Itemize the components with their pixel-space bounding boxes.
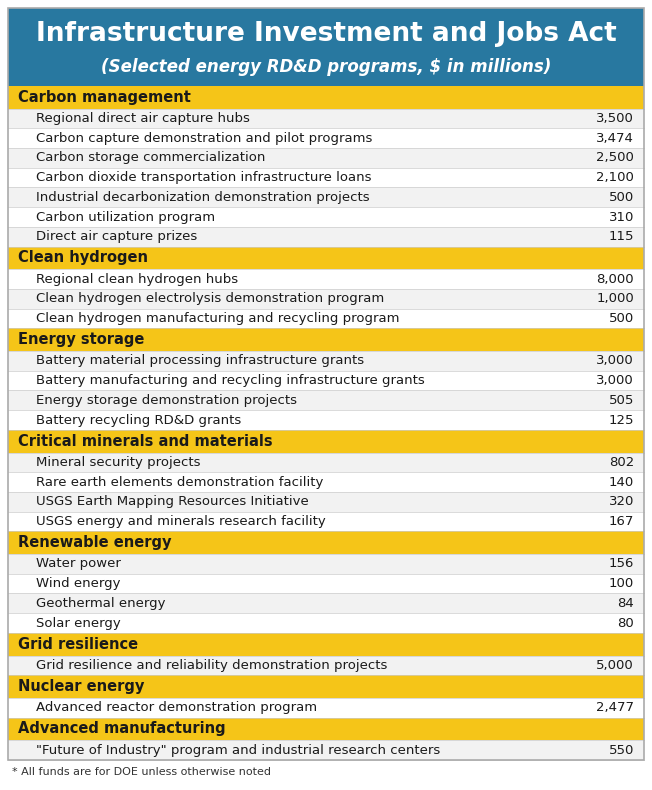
- Text: Critical minerals and materials: Critical minerals and materials: [18, 434, 273, 449]
- Text: 125: 125: [608, 413, 634, 427]
- Text: 156: 156: [608, 558, 634, 570]
- Bar: [8, 309, 644, 329]
- Text: Geothermal energy: Geothermal energy: [36, 596, 166, 610]
- Text: 802: 802: [609, 456, 634, 469]
- Text: 320: 320: [608, 495, 634, 508]
- Text: 140: 140: [609, 476, 634, 489]
- Bar: [8, 329, 644, 351]
- Text: Battery recycling RD&D grants: Battery recycling RD&D grants: [36, 413, 241, 427]
- Text: 3,000: 3,000: [596, 355, 634, 367]
- Text: 2,477: 2,477: [596, 702, 634, 714]
- Text: Grid resilience and reliability demonstration projects: Grid resilience and reliability demonstr…: [36, 659, 387, 672]
- Text: USGS energy and minerals research facility: USGS energy and minerals research facili…: [36, 515, 326, 528]
- Bar: [8, 246, 644, 269]
- Bar: [8, 128, 644, 148]
- Text: 1,000: 1,000: [596, 292, 634, 306]
- Bar: [8, 453, 644, 472]
- Bar: [8, 167, 644, 187]
- Text: Infrastructure Investment and Jobs Act: Infrastructure Investment and Jobs Act: [36, 21, 616, 47]
- Bar: [8, 269, 644, 289]
- Text: 5,000: 5,000: [596, 659, 634, 672]
- Text: Advanced reactor demonstration program: Advanced reactor demonstration program: [36, 702, 317, 714]
- Text: 550: 550: [608, 743, 634, 757]
- Text: 115: 115: [608, 230, 634, 243]
- Bar: [8, 717, 644, 740]
- Bar: [8, 698, 644, 717]
- Text: 2,100: 2,100: [596, 171, 634, 184]
- Text: Carbon dioxide transportation infrastructure loans: Carbon dioxide transportation infrastruc…: [36, 171, 372, 184]
- Bar: [8, 613, 644, 633]
- Bar: [8, 187, 644, 207]
- Bar: [8, 593, 644, 613]
- Text: 167: 167: [608, 515, 634, 528]
- Bar: [8, 430, 644, 453]
- Bar: [8, 532, 644, 554]
- Bar: [8, 390, 644, 410]
- Text: * All funds are for DOE unless otherwise noted: * All funds are for DOE unless otherwise…: [12, 767, 271, 777]
- Bar: [8, 675, 644, 698]
- Text: Carbon utilization program: Carbon utilization program: [36, 211, 215, 224]
- Text: Clean hydrogen: Clean hydrogen: [18, 250, 148, 265]
- Text: Mineral security projects: Mineral security projects: [36, 456, 201, 469]
- Bar: [8, 8, 644, 86]
- Text: Carbon management: Carbon management: [18, 90, 191, 105]
- Text: Clean hydrogen electrolysis demonstration program: Clean hydrogen electrolysis demonstratio…: [36, 292, 384, 306]
- Bar: [8, 227, 644, 246]
- Text: Wind energy: Wind energy: [36, 577, 121, 590]
- Text: Advanced manufacturing: Advanced manufacturing: [18, 721, 226, 736]
- Text: Direct air capture prizes: Direct air capture prizes: [36, 230, 198, 243]
- Text: Water power: Water power: [36, 558, 121, 570]
- Text: Carbon capture demonstration and pilot programs: Carbon capture demonstration and pilot p…: [36, 132, 372, 145]
- Text: Energy storage demonstration projects: Energy storage demonstration projects: [36, 394, 297, 407]
- Bar: [8, 472, 644, 492]
- Text: Regional direct air capture hubs: Regional direct air capture hubs: [36, 112, 250, 125]
- Bar: [8, 351, 644, 371]
- Text: 3,500: 3,500: [596, 112, 634, 125]
- Bar: [8, 574, 644, 593]
- Text: "Future of Industry" program and industrial research centers: "Future of Industry" program and industr…: [36, 743, 440, 757]
- Text: Industrial decarbonization demonstration projects: Industrial decarbonization demonstration…: [36, 191, 370, 204]
- Text: Battery manufacturing and recycling infrastructure grants: Battery manufacturing and recycling infr…: [36, 374, 424, 387]
- Text: Nuclear energy: Nuclear energy: [18, 679, 144, 694]
- Text: 100: 100: [609, 577, 634, 590]
- Text: Clean hydrogen manufacturing and recycling program: Clean hydrogen manufacturing and recycli…: [36, 312, 400, 325]
- Text: 310: 310: [608, 211, 634, 224]
- Bar: [8, 289, 644, 309]
- Text: USGS Earth Mapping Resources Initiative: USGS Earth Mapping Resources Initiative: [36, 495, 309, 508]
- Text: Regional clean hydrogen hubs: Regional clean hydrogen hubs: [36, 273, 238, 286]
- Bar: [8, 633, 644, 656]
- Text: 80: 80: [617, 616, 634, 630]
- Text: Grid resilience: Grid resilience: [18, 637, 138, 652]
- Bar: [8, 86, 644, 109]
- Bar: [8, 410, 644, 430]
- Bar: [8, 656, 644, 675]
- Bar: [8, 492, 644, 512]
- Bar: [8, 148, 644, 167]
- Bar: [8, 371, 644, 390]
- Text: Renewable energy: Renewable energy: [18, 535, 171, 550]
- Bar: [8, 109, 644, 128]
- Text: 8,000: 8,000: [597, 273, 634, 286]
- Text: 500: 500: [609, 191, 634, 204]
- Bar: [8, 512, 644, 532]
- Text: (Selected energy RD&D programs, $ in millions): (Selected energy RD&D programs, $ in mil…: [101, 58, 551, 77]
- Text: 2,500: 2,500: [596, 152, 634, 164]
- Bar: [8, 740, 644, 760]
- Text: 3,474: 3,474: [596, 132, 634, 145]
- Text: 84: 84: [617, 596, 634, 610]
- Text: 505: 505: [608, 394, 634, 407]
- Bar: [8, 554, 644, 574]
- Text: Rare earth elements demonstration facility: Rare earth elements demonstration facili…: [36, 476, 323, 489]
- Text: Energy storage: Energy storage: [18, 333, 144, 348]
- Text: Carbon storage commercialization: Carbon storage commercialization: [36, 152, 265, 164]
- Text: Solar energy: Solar energy: [36, 616, 121, 630]
- Bar: [8, 207, 644, 227]
- Text: 3,000: 3,000: [596, 374, 634, 387]
- Text: Battery material processing infrastructure grants: Battery material processing infrastructu…: [36, 355, 364, 367]
- Text: 500: 500: [609, 312, 634, 325]
